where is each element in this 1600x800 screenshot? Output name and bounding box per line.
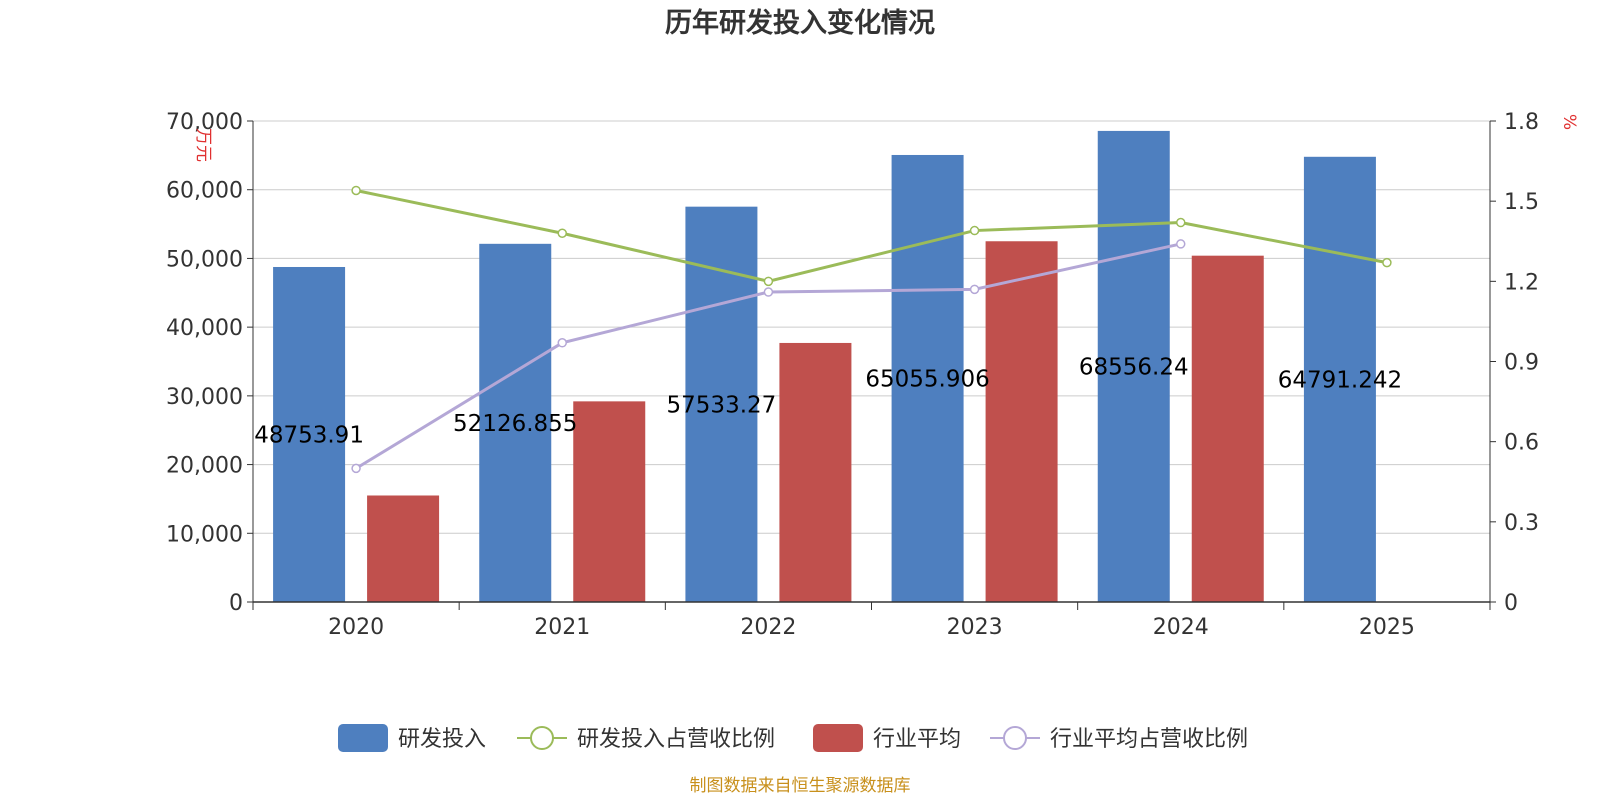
legend: 研发投入 研发投入占营收比例 行业平均 行业平均占营收比例 (338, 724, 1248, 752)
line-series-1 (355, 189, 1388, 283)
line-point-1-3 (969, 225, 980, 236)
x-tick-label: 2024 (1153, 615, 1209, 640)
chart-title: 历年研发投入变化情况 (665, 7, 935, 39)
bar-rd-2025 (1303, 156, 1376, 602)
line-point-1-4 (1176, 217, 1186, 228)
lines (351, 185, 1392, 474)
x-tick-label: 2023 (947, 615, 1003, 640)
left-axis-unit: 万元 (193, 128, 213, 162)
line-point-1-2 (763, 276, 774, 287)
left-tick-label: 70,000 (166, 110, 243, 135)
bar-industry-2023 (985, 241, 1058, 602)
data-label-2023: 65055.906 (865, 366, 989, 392)
right-tick-label: 0.3 (1504, 511, 1539, 536)
right-axis-unit: % (1559, 114, 1579, 130)
bar-industry-2020 (367, 495, 440, 602)
data-label-2020: 48753.91 (254, 422, 364, 448)
right-tick-label: 1.8 (1504, 110, 1539, 135)
bar-rd-2021 (479, 243, 552, 603)
line-point-1-0 (351, 185, 361, 196)
data-label-2025: 64791.242 (1278, 367, 1402, 393)
right-tick-label: 0.6 (1504, 431, 1539, 456)
data-label-2021: 52126.855 (453, 411, 577, 437)
line-point-3-2 (763, 287, 774, 297)
bar-industry-2022 (779, 342, 852, 602)
legend-marker-3 (1003, 726, 1027, 750)
left-tick-label: 10,000 (166, 522, 243, 547)
right-tick-label: 0 (1504, 591, 1518, 616)
legend-label-3: 行业平均占营收比例 (1050, 727, 1248, 752)
axes: 0 10,000 20,000 30,000 40,000 50,000 60,000 70,… (166, 110, 1579, 640)
left-tick-label: 0 (229, 591, 243, 616)
right-tick-label: 0.9 (1504, 351, 1539, 376)
right-tick-label: 1.5 (1504, 190, 1539, 215)
data-labels: 48753.91 52126.855 57533.27 65055.906 68556.… (254, 354, 1402, 448)
x-tick-label: 2021 (534, 615, 590, 640)
right-tick-label: 1.2 (1504, 270, 1539, 295)
line-point-3-1 (557, 338, 567, 348)
line-point-1-5 (1382, 257, 1392, 268)
grid-lines (253, 120, 1490, 534)
line-point-3-0 (351, 463, 361, 474)
data-label-2022: 57533.27 (667, 392, 777, 418)
line-point-1-1 (557, 228, 567, 238)
x-tick-label: 2022 (740, 615, 796, 640)
legend-label-0: 研发投入 (398, 727, 486, 752)
left-tick-label: 40,000 (166, 316, 243, 341)
legend-swatch-2 (813, 724, 863, 752)
left-tick-label: 50,000 (166, 247, 243, 272)
bars (273, 130, 1376, 603)
bar-rd-2022 (685, 206, 758, 602)
data-label-2024: 68556.24 (1079, 354, 1189, 380)
legend-marker-1 (530, 726, 554, 750)
legend-label-1: 研发投入占营收比例 (577, 727, 775, 752)
x-tick-label: 2020 (328, 615, 384, 640)
line-point-3-4 (1176, 239, 1186, 249)
x-tick-label: 2025 (1359, 615, 1415, 640)
source-note: 制图数据来自恒生聚源数据库 (690, 776, 911, 796)
left-tick-label: 60,000 (166, 179, 243, 204)
bar-industry-2024 (1191, 255, 1264, 602)
left-tick-label: 20,000 (166, 454, 243, 479)
bar-rd-2020 (273, 266, 346, 602)
bar-rd-2024 (1097, 130, 1170, 602)
bar-rd-2023 (891, 154, 964, 602)
legend-label-2: 行业平均 (873, 727, 961, 752)
legend-swatch-0 (338, 724, 388, 752)
bar-industry-2021 (573, 401, 646, 602)
line-point-3-3 (969, 284, 980, 295)
left-tick-label: 30,000 (166, 385, 243, 410)
